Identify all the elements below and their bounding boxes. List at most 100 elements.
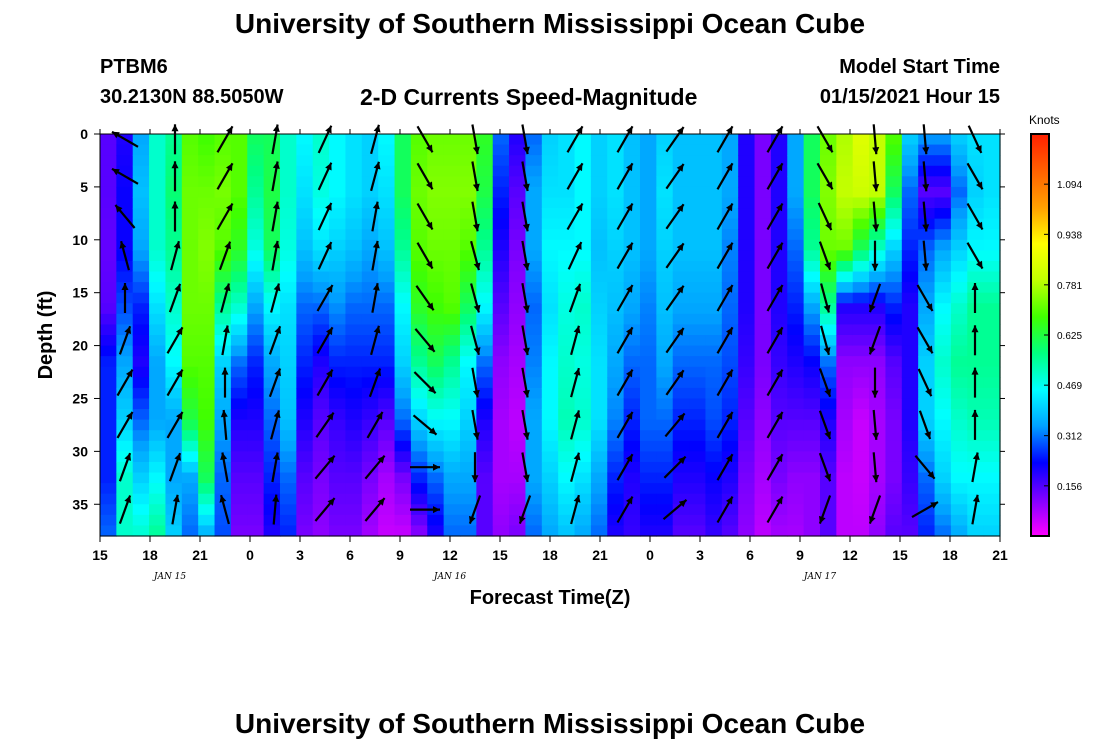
heatmap-cell <box>689 483 707 495</box>
heatmap-cell <box>623 345 641 357</box>
heatmap-cell <box>394 451 412 463</box>
heatmap-cell <box>787 514 805 527</box>
heatmap-cell <box>623 186 641 199</box>
x-tick-label: 21 <box>592 547 608 563</box>
heatmap-cell <box>983 525 1001 537</box>
heatmap-cell <box>869 208 887 220</box>
heatmap-cell <box>460 250 477 262</box>
heatmap-cell <box>345 461 363 474</box>
heatmap-cell <box>836 377 854 389</box>
heatmap-cell <box>787 366 805 378</box>
heatmap-cell <box>116 493 134 505</box>
heatmap-cell <box>394 409 412 421</box>
heatmap-cell <box>116 366 134 378</box>
heatmap-cell <box>640 134 657 146</box>
heatmap-cell <box>803 493 821 505</box>
heatmap-cell <box>492 218 510 230</box>
heatmap-cell <box>345 335 363 347</box>
heatmap-cell <box>296 208 314 220</box>
heatmap-cell <box>672 377 690 389</box>
heatmap-cell <box>705 324 723 336</box>
heatmap-cell <box>656 440 674 452</box>
heatmap-cell <box>230 356 248 368</box>
heatmap-cell <box>738 377 756 389</box>
heatmap-cell <box>820 335 837 347</box>
heatmap-cell <box>558 144 576 156</box>
heatmap-cell <box>345 282 363 294</box>
heatmap-cell <box>509 472 527 484</box>
heatmap-cell <box>705 419 723 431</box>
heatmap-cell <box>492 165 510 177</box>
heatmap-cell <box>100 430 117 442</box>
heatmap-cell <box>967 356 985 368</box>
heatmap-cell <box>558 356 576 368</box>
heatmap-cell <box>705 440 723 452</box>
heatmap-cell <box>329 387 347 400</box>
heatmap-cell <box>869 292 887 304</box>
heatmap-cell <box>721 176 739 188</box>
heatmap-cell <box>558 377 576 389</box>
heatmap-cell <box>754 165 772 177</box>
heatmap-cell <box>558 409 576 421</box>
current-arrow <box>716 369 734 397</box>
heatmap-cell <box>558 260 576 273</box>
heatmap-cell <box>869 483 887 495</box>
heatmap-cell <box>672 197 690 209</box>
heatmap-cell <box>705 186 723 199</box>
model-start-value: 01/15/2021 Hour 15 <box>819 86 1000 108</box>
heatmap-cell <box>460 144 477 156</box>
heatmap-cell <box>443 483 461 495</box>
heatmap-cell <box>460 260 477 273</box>
heatmap-cell <box>787 155 805 167</box>
heatmap-cell <box>901 155 919 167</box>
heatmap-cell <box>263 229 281 241</box>
heatmap-cell <box>885 335 903 347</box>
heatmap-cell <box>427 525 445 537</box>
current-arrow <box>221 367 229 398</box>
heatmap-cell <box>280 218 297 230</box>
heatmap-cell <box>280 155 297 167</box>
heatmap-cell <box>329 472 347 484</box>
heatmap-cell <box>721 229 739 241</box>
heatmap-cell <box>509 440 527 452</box>
heatmap-cell <box>509 155 527 167</box>
heatmap-cell <box>198 419 216 431</box>
heatmap-cell <box>738 176 756 188</box>
heatmap-cell <box>149 292 167 304</box>
heatmap-cell <box>149 176 167 188</box>
heatmap-cell <box>541 229 559 241</box>
heatmap-cell <box>656 313 674 326</box>
heatmap-cell <box>198 493 216 505</box>
heatmap-cell <box>803 430 821 442</box>
heatmap-cell <box>950 366 968 378</box>
heatmap-cell <box>852 514 870 527</box>
heatmap-cell <box>820 324 837 336</box>
heatmap-cell <box>509 483 527 495</box>
heatmap-cell <box>198 155 216 167</box>
heatmap-cell <box>116 398 134 410</box>
heatmap-cell <box>852 377 870 389</box>
heatmap-cell <box>149 409 167 421</box>
heatmap-cell <box>230 493 248 505</box>
heatmap-cell <box>460 208 477 220</box>
heatmap-cell <box>852 345 870 357</box>
heatmap-cell <box>705 303 723 315</box>
heatmap-cell <box>280 260 297 273</box>
heatmap-cell <box>901 356 919 368</box>
heatmap-cell <box>950 313 968 326</box>
heatmap-cell <box>492 229 510 241</box>
heatmap-cell <box>361 504 379 516</box>
heatmap-cell <box>460 514 477 527</box>
heatmap-cell <box>541 324 559 336</box>
heatmap-cell <box>541 366 559 378</box>
heatmap-cell <box>345 345 363 357</box>
heatmap-cell <box>410 303 428 315</box>
heatmap-cell <box>656 282 674 294</box>
heatmap-cell <box>820 440 837 452</box>
x-tick-label: 21 <box>992 547 1008 563</box>
heatmap-cell <box>345 472 363 484</box>
heatmap-cell <box>345 155 363 167</box>
heatmap-cell <box>100 208 117 220</box>
heatmap-cell <box>574 483 592 495</box>
current-arrow <box>967 125 983 154</box>
